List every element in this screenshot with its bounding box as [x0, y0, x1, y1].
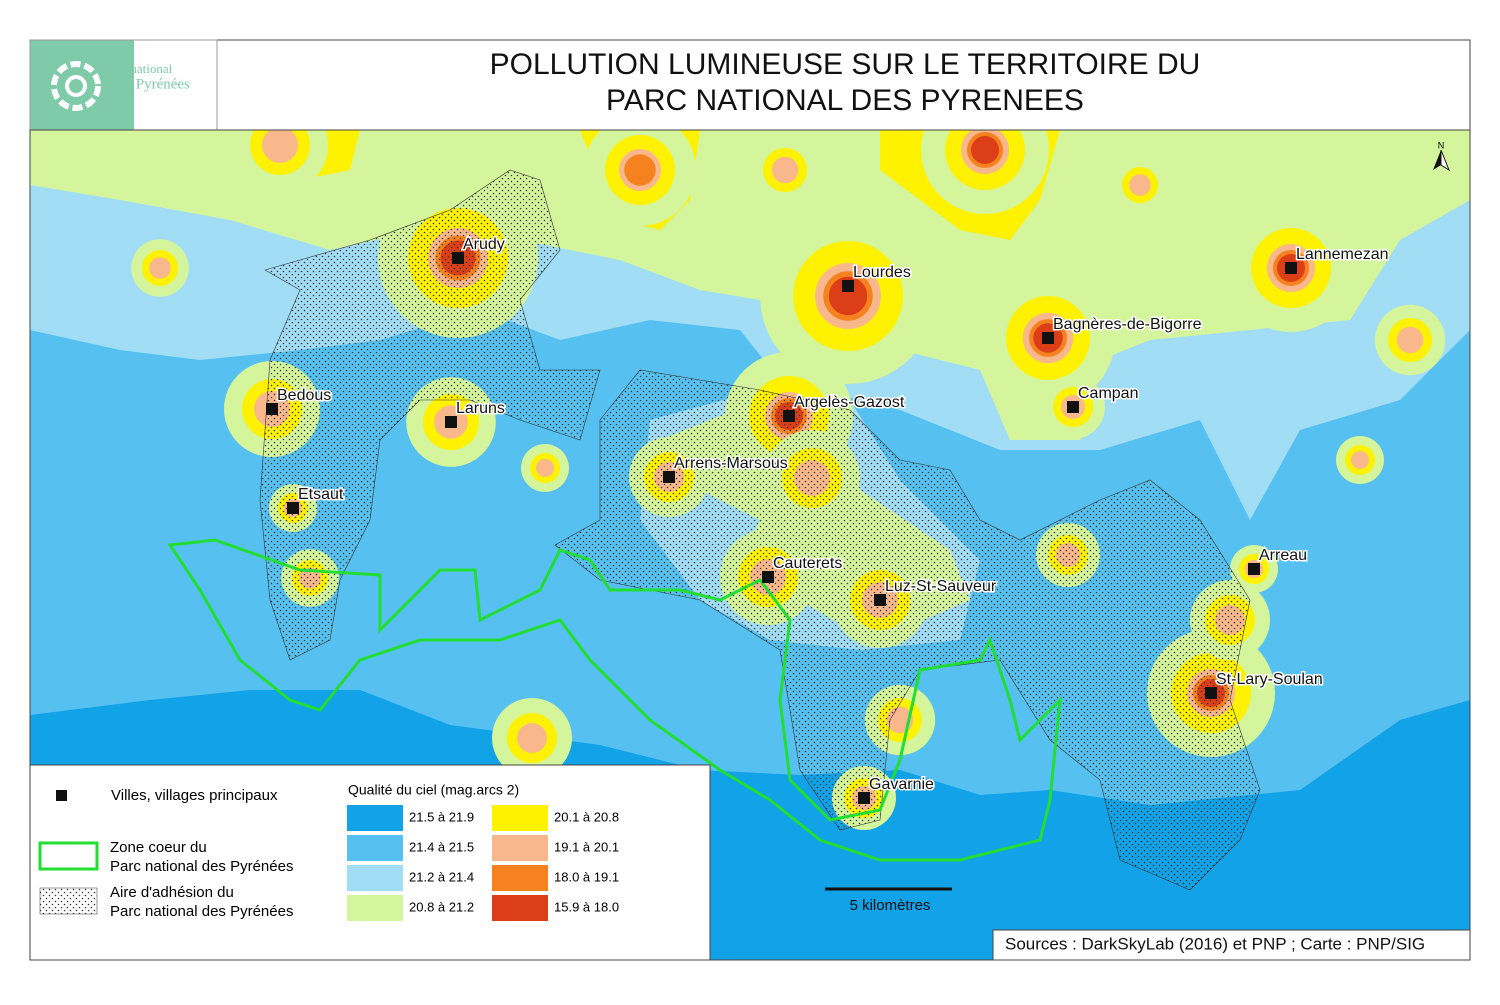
core-zone [167, 538, 1062, 862]
legend-class-label: 19.1 à 20.1 [554, 839, 619, 854]
town-label: Bagnères-de-Bigorre [1053, 316, 1202, 333]
town-marker [452, 252, 464, 264]
town-label: Argelès-Gazost [794, 394, 905, 411]
legend-swatch [492, 895, 548, 921]
town-label: Arreau [1259, 547, 1307, 564]
legend-swatch [492, 835, 548, 861]
sources-box [992, 929, 1471, 961]
legend-label: Zone coeur du [110, 839, 207, 856]
logo-text: des Pyrénées [112, 76, 190, 92]
light-glow [1351, 451, 1369, 469]
light-glow [624, 154, 656, 186]
town-marker [1067, 401, 1079, 413]
header-box [29, 39, 1471, 131]
legend-swatch [347, 865, 403, 891]
light-glow [149, 257, 171, 279]
town-marker [1285, 262, 1297, 274]
light-glow [771, 156, 799, 184]
legend-class-label: 18.0 à 19.1 [554, 869, 619, 884]
town-label: Luz-St-Sauveur [885, 578, 997, 595]
scale-label: 5 kilomètres [850, 897, 931, 914]
town-marker [1042, 332, 1054, 344]
legend-class-label: 20.1 à 20.8 [554, 809, 619, 824]
legend-label: Villes, villages principaux [111, 787, 278, 804]
town-marker [1248, 563, 1260, 575]
town-marker [1205, 687, 1217, 699]
town-label: Etsaut [298, 486, 344, 503]
town-label: Arudy [463, 236, 505, 253]
logo-swirl [51, 61, 101, 111]
town-marker [266, 403, 278, 415]
legend-label: Aire d'adhésion du [110, 884, 234, 901]
light-glow [971, 136, 999, 164]
map-frame [29, 129, 1471, 961]
legend-core-symbol [38, 841, 99, 871]
adhesion-area [554, 369, 1261, 891]
town-marker [874, 594, 886, 606]
north-arrow [1433, 150, 1441, 170]
town-marker [663, 471, 675, 483]
light-glow [1396, 326, 1424, 354]
town-label: Laruns [456, 400, 505, 417]
sources: Sources : DarkSkyLab (2016) et PNP ; Car… [1005, 934, 1425, 953]
town-marker [858, 792, 870, 804]
legend-class-label: 21.4 à 21.5 [409, 839, 474, 854]
legend: Villes, villages principaux Zone coeur d… [29, 764, 711, 961]
light-glow [517, 723, 547, 753]
legend-class-label: 15.9 à 18.0 [554, 899, 619, 914]
legend-label: Parc national des Pyrénées [110, 903, 293, 920]
legend-town-symbol [56, 790, 67, 801]
map-area: Arudy Lourdes Lannemezan Bagnères-de-Bigorr… [30, 130, 1470, 960]
town-label: Bedous [277, 387, 331, 404]
title: POLLUTION LUMINEUSE SUR LE TERRITOIRE DU [490, 48, 1201, 81]
town-label: Gavarnie [869, 776, 934, 793]
north-label: N [1438, 140, 1445, 150]
title: PARC NATIONAL DES PYRENEES [606, 84, 1084, 117]
light-glow [828, 276, 868, 316]
legend-adhesion-symbol [39, 887, 98, 915]
legend-swatch [347, 895, 403, 921]
town-marker [783, 410, 795, 422]
town-marker [445, 416, 457, 428]
legend-class-label: 20.8 à 21.2 [409, 899, 474, 914]
logo-bg [30, 40, 134, 130]
town-label: Cauterets [773, 555, 842, 572]
legend-swatch [347, 805, 403, 831]
town-label: Lannemezan [1296, 246, 1389, 263]
north-arrow [1440, 149, 1451, 172]
town-marker [287, 502, 299, 514]
town-marker [762, 571, 774, 583]
town-marker [842, 280, 854, 292]
town-label: St-Lary-Soulan [1216, 671, 1323, 688]
legend-swatch [347, 835, 403, 861]
legend-box [29, 764, 711, 961]
legend-label: Parc national des Pyrénées [110, 858, 293, 875]
legend-class-label: 21.2 à 21.4 [409, 869, 474, 884]
light-glow [1129, 174, 1151, 196]
town-label: Lourdes [853, 264, 911, 281]
legend-class-label: 21.5 à 21.9 [409, 809, 474, 824]
town-label: Campan [1078, 385, 1138, 402]
light-glow [262, 130, 298, 163]
legend-swatch [492, 865, 548, 891]
logo-swirl [65, 75, 87, 97]
legend-swatch [492, 805, 548, 831]
legend-title: Qualité du ciel (mag.arcs 2) [348, 782, 519, 798]
sky-zone [30, 130, 1470, 440]
adhesion-area [259, 169, 601, 661]
logo-text: Parc national [104, 61, 173, 76]
town-label: Arrens-Marsous [674, 455, 788, 472]
light-glow [536, 459, 554, 477]
